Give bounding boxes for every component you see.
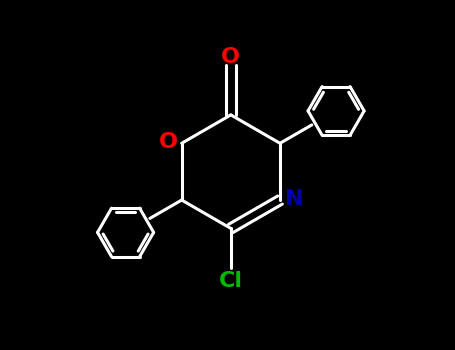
Text: N: N <box>285 189 304 209</box>
Text: O: O <box>221 47 240 67</box>
Text: Cl: Cl <box>219 271 243 290</box>
Text: O: O <box>159 132 178 152</box>
